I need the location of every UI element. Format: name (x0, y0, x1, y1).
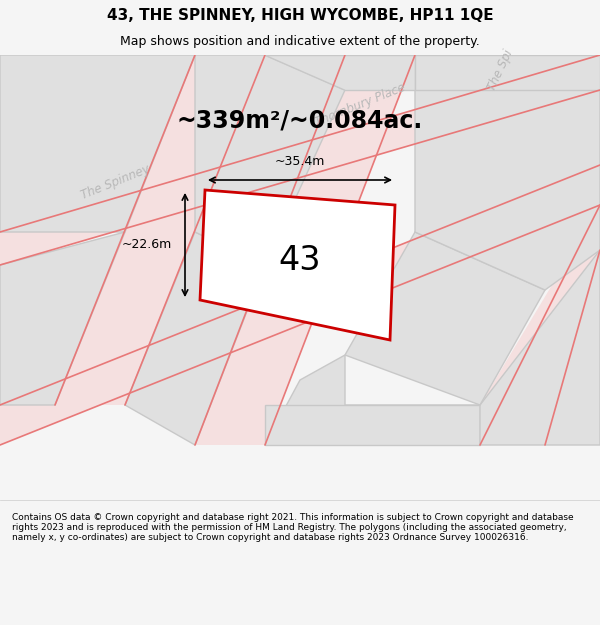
Text: ~22.6m: ~22.6m (122, 239, 172, 251)
Text: 43, THE SPINNEY, HIGH WYCOMBE, HP11 1QE: 43, THE SPINNEY, HIGH WYCOMBE, HP11 1QE (107, 8, 493, 23)
Polygon shape (265, 405, 480, 445)
Polygon shape (265, 55, 415, 90)
Text: Contains OS data © Crown copyright and database right 2021. This information is : Contains OS data © Crown copyright and d… (12, 512, 574, 542)
Polygon shape (200, 190, 395, 340)
Text: ~339m²/~0.084ac.: ~339m²/~0.084ac. (177, 108, 423, 132)
Polygon shape (0, 55, 195, 232)
Polygon shape (195, 55, 345, 265)
Polygon shape (480, 250, 600, 445)
Polygon shape (265, 355, 480, 445)
Text: The Spinney: The Spinney (79, 162, 151, 202)
Text: ~35.4m: ~35.4m (275, 155, 325, 168)
Text: Thornbury Place: Thornbury Place (313, 81, 407, 129)
Polygon shape (415, 90, 600, 290)
Polygon shape (0, 55, 600, 265)
Polygon shape (415, 55, 600, 90)
Polygon shape (0, 232, 125, 405)
Polygon shape (195, 55, 415, 445)
Polygon shape (55, 55, 265, 405)
Text: The Spi: The Spi (485, 48, 515, 92)
Polygon shape (125, 232, 265, 445)
Polygon shape (345, 232, 545, 405)
Text: 43: 43 (279, 244, 321, 276)
Polygon shape (480, 205, 600, 445)
Text: Map shows position and indicative extent of the property.: Map shows position and indicative extent… (120, 35, 480, 48)
Polygon shape (0, 165, 600, 445)
